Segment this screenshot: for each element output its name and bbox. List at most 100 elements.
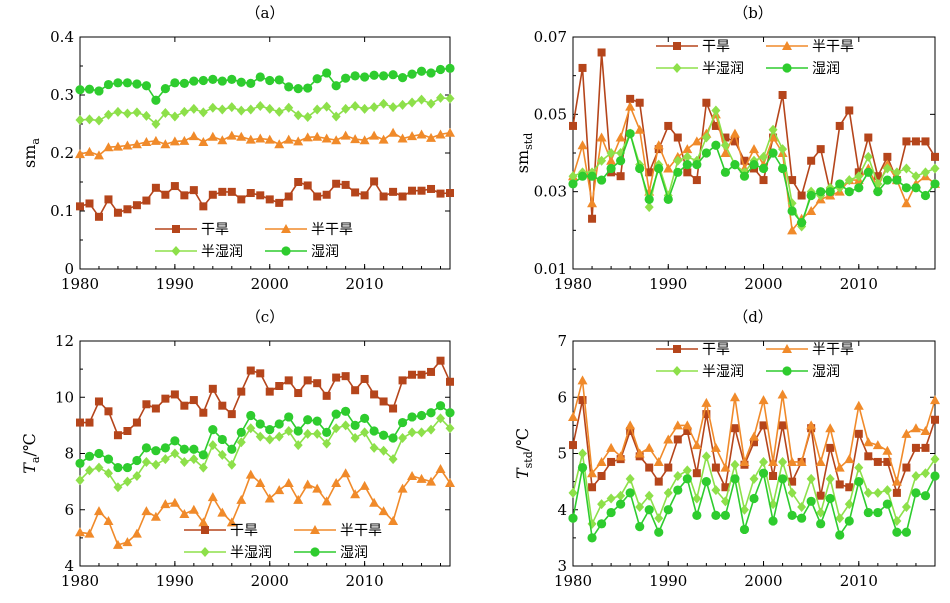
data-point	[256, 191, 265, 200]
y-axis-label: sma	[20, 138, 42, 168]
data-point	[607, 457, 616, 466]
data-point	[113, 482, 123, 493]
data-point	[207, 131, 218, 141]
data-point	[84, 528, 95, 538]
data-point	[397, 73, 408, 83]
data-point	[388, 433, 398, 443]
data-point	[768, 148, 778, 158]
legend-label: 半湿润	[702, 61, 744, 77]
data-point	[864, 452, 873, 461]
data-point	[911, 171, 921, 182]
data-point	[777, 474, 788, 484]
x-tick-label: 1980	[61, 572, 99, 590]
data-point	[256, 369, 265, 378]
data-point	[654, 477, 663, 486]
data-point	[844, 175, 854, 186]
data-point	[740, 156, 749, 165]
legend-label: 半干旱	[340, 523, 382, 539]
data-point	[577, 462, 588, 473]
data-point	[673, 133, 682, 142]
data-point	[625, 420, 636, 430]
data-point	[93, 506, 104, 516]
data-point	[303, 181, 312, 190]
data-point	[417, 186, 426, 195]
y-axis-label: Ta/℃	[20, 433, 42, 474]
data-point	[255, 478, 266, 488]
data-point	[778, 421, 787, 430]
data-point	[854, 183, 864, 193]
data-point	[596, 519, 607, 529]
data-point	[597, 155, 607, 166]
data-point	[179, 78, 189, 88]
data-point	[625, 488, 635, 498]
data-point	[303, 428, 313, 439]
x-tick-label: 2010	[346, 275, 384, 293]
data-point	[188, 131, 199, 141]
data-point	[835, 121, 844, 130]
data-point	[264, 134, 275, 144]
data-point	[340, 130, 351, 140]
data-point	[626, 94, 635, 103]
data-point	[189, 186, 198, 195]
data-point	[407, 471, 418, 480]
y-axis-label-sub: a	[29, 138, 42, 145]
data-point	[217, 104, 227, 115]
data-point	[331, 478, 342, 488]
data-point	[664, 463, 673, 472]
data-point	[132, 107, 142, 118]
data-point	[274, 431, 284, 442]
data-point	[265, 103, 275, 114]
series-semi_arid	[568, 375, 940, 486]
y-tick-label: 6	[557, 388, 567, 406]
data-point	[587, 533, 597, 543]
x-tick-label: 1980	[61, 275, 99, 293]
data-point	[901, 183, 912, 193]
data-point	[227, 187, 236, 196]
data-point	[911, 183, 921, 193]
data-point	[113, 78, 123, 88]
data-point	[132, 455, 142, 466]
data-point	[682, 465, 692, 476]
data-point	[911, 137, 920, 146]
data-point	[131, 139, 142, 149]
data-point	[236, 437, 246, 448]
data-point	[663, 163, 674, 173]
data-point	[312, 483, 323, 493]
data-point	[170, 78, 180, 88]
data-point	[606, 148, 616, 158]
data-point	[816, 491, 825, 500]
data-point	[198, 517, 209, 527]
data-point	[911, 443, 920, 452]
data-point	[436, 189, 445, 198]
data-point	[218, 187, 227, 196]
data-point	[844, 454, 855, 464]
data-point	[787, 225, 798, 235]
data-point	[682, 474, 692, 484]
data-point	[683, 168, 692, 177]
data-point	[389, 404, 398, 413]
data-point	[122, 537, 133, 547]
data-point	[653, 456, 664, 466]
data-point	[274, 419, 284, 429]
series-line	[80, 359, 451, 437]
data-point	[378, 134, 389, 144]
series-line	[79, 67, 451, 102]
data-point	[322, 391, 331, 400]
data-point	[806, 496, 816, 506]
data-point	[379, 98, 389, 109]
data-point	[379, 445, 389, 456]
data-point	[710, 442, 721, 452]
legend-marker	[782, 63, 792, 73]
data-point	[293, 494, 304, 504]
data-point	[123, 427, 132, 435]
data-point	[360, 427, 370, 438]
data-point	[142, 400, 151, 409]
panel-label: （c）	[246, 308, 284, 326]
series-line	[79, 467, 451, 546]
data-point	[426, 132, 437, 142]
data-point	[103, 79, 114, 90]
data-point	[398, 376, 407, 385]
data-point	[283, 134, 294, 144]
data-point	[416, 129, 427, 139]
